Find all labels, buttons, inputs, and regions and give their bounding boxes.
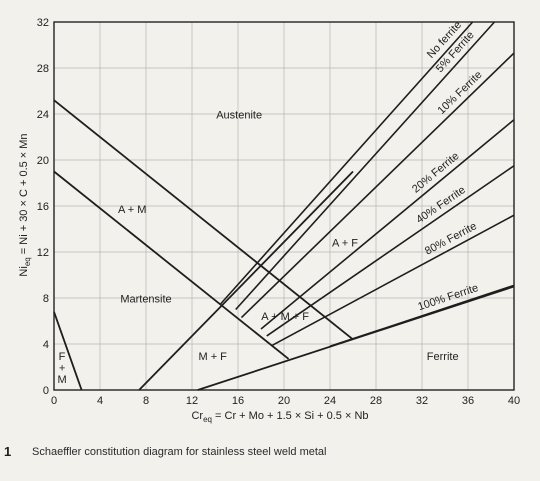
y-tick-label-0: 0 bbox=[43, 385, 49, 397]
region-label-3: A + F bbox=[332, 237, 358, 249]
series-line-20pct-ferrite bbox=[260, 119, 515, 330]
region-label-8: + bbox=[59, 363, 65, 375]
series-line-10pct-ferrite bbox=[240, 52, 515, 319]
series-line-40pct-ferrite bbox=[266, 165, 515, 337]
y-tick-label-4: 16 bbox=[37, 201, 49, 213]
y-tick-label-2: 8 bbox=[43, 293, 49, 305]
region-label-6: Ferrite bbox=[427, 351, 459, 363]
region-label-2: Martensite bbox=[120, 294, 171, 306]
y-tick-label-5: 20 bbox=[37, 155, 49, 167]
x-tick-label-6: 24 bbox=[324, 395, 336, 407]
x-tick-label-5: 20 bbox=[278, 395, 290, 407]
y-label-sub: eq bbox=[23, 257, 32, 266]
x-label-main: Cr bbox=[191, 410, 203, 422]
x-tick-label-8: 32 bbox=[416, 395, 428, 407]
x-tick-label-0: 0 bbox=[51, 395, 57, 407]
y-tick-label-6: 24 bbox=[37, 109, 49, 121]
am-boundary bbox=[53, 170, 290, 360]
x-tick-label-4: 16 bbox=[232, 395, 244, 407]
series-line-5pct-ferrite bbox=[235, 21, 496, 311]
x-tick-label-2: 8 bbox=[143, 395, 149, 407]
x-tick-label-1: 4 bbox=[97, 395, 103, 407]
x-label-sub: eq bbox=[203, 415, 212, 424]
y-tick-label-3: 12 bbox=[37, 247, 49, 259]
grid bbox=[54, 22, 514, 390]
x-tick-label-7: 28 bbox=[370, 395, 382, 407]
region-label-9: M bbox=[57, 374, 66, 386]
y-tick-label-1: 4 bbox=[43, 339, 49, 351]
figure-number: 1 bbox=[4, 444, 12, 459]
series-line-80pct-ferrite bbox=[272, 214, 515, 346]
region-label-4: A + M + F bbox=[261, 311, 309, 323]
y-tick-label-8: 32 bbox=[37, 17, 49, 29]
y-axis-label: Nieq = Ni + 30 × C + 0.5 × Mn bbox=[18, 133, 32, 276]
y-tick-label-7: 28 bbox=[37, 63, 49, 75]
y-label-rest: = Ni + 30 × C + 0.5 × Mn bbox=[18, 133, 30, 257]
region-labels: Austenite A + M Martensite A + F A + M + F M … bbox=[57, 110, 458, 387]
austenite-boundary bbox=[53, 99, 354, 341]
region-label-7: F bbox=[59, 351, 66, 363]
series-line-no-ferrite bbox=[220, 21, 474, 305]
y-label-main: Ni bbox=[18, 266, 30, 276]
region-label-1: A + M bbox=[118, 204, 146, 216]
x-tick-label-9: 36 bbox=[462, 395, 474, 407]
x-tick-label-3: 12 bbox=[186, 395, 198, 407]
x-tick-label-10: 40 bbox=[508, 395, 520, 407]
region-label-5: M + F bbox=[198, 351, 227, 363]
figure-caption: Schaeffler constitution diagram for stai… bbox=[32, 446, 327, 458]
lower-boundary bbox=[138, 170, 354, 391]
martensite-ferrite-line bbox=[53, 311, 83, 391]
x-axis-label: Creq = Cr + Mo + 1.5 × Si + 0.5 × Nb bbox=[191, 410, 368, 424]
x-label-rest: = Cr + Mo + 1.5 × Si + 0.5 × Nb bbox=[212, 410, 369, 422]
tick-labels: 0 4 8 12 16 20 24 28 32 36 40 0 4 8 12 16 20 24 28 32 bbox=[37, 17, 520, 407]
region-label-0: Austenite bbox=[216, 110, 262, 122]
series-line-100pct-ferrite bbox=[329, 284, 515, 348]
plot-frame bbox=[53, 21, 515, 391]
